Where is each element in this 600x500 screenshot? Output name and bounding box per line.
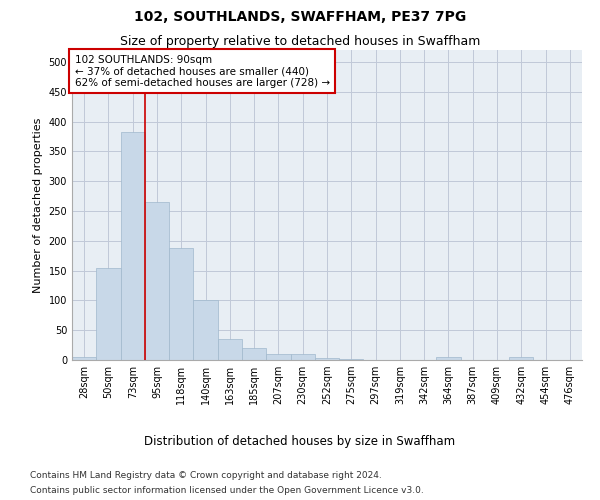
Bar [145, 202, 169, 360]
Text: Contains HM Land Registry data © Crown copyright and database right 2024.: Contains HM Land Registry data © Crown c… [30, 471, 382, 480]
Text: Contains public sector information licensed under the Open Government Licence v3: Contains public sector information licen… [30, 486, 424, 495]
Bar [315, 358, 339, 360]
Text: 102, SOUTHLANDS, SWAFFHAM, PE37 7PG: 102, SOUTHLANDS, SWAFFHAM, PE37 7PG [134, 10, 466, 24]
Bar [509, 357, 533, 360]
Bar [193, 300, 218, 360]
Bar [290, 354, 315, 360]
Bar [96, 268, 121, 360]
Text: Size of property relative to detached houses in Swaffham: Size of property relative to detached ho… [120, 35, 480, 48]
Bar [242, 348, 266, 360]
Bar [266, 354, 290, 360]
Bar [436, 357, 461, 360]
Text: 102 SOUTHLANDS: 90sqm
← 37% of detached houses are smaller (440)
62% of semi-det: 102 SOUTHLANDS: 90sqm ← 37% of detached … [74, 54, 329, 88]
Text: Distribution of detached houses by size in Swaffham: Distribution of detached houses by size … [145, 435, 455, 448]
Bar [121, 132, 145, 360]
Y-axis label: Number of detached properties: Number of detached properties [33, 118, 43, 292]
Bar [218, 338, 242, 360]
Bar [72, 357, 96, 360]
Bar [169, 248, 193, 360]
